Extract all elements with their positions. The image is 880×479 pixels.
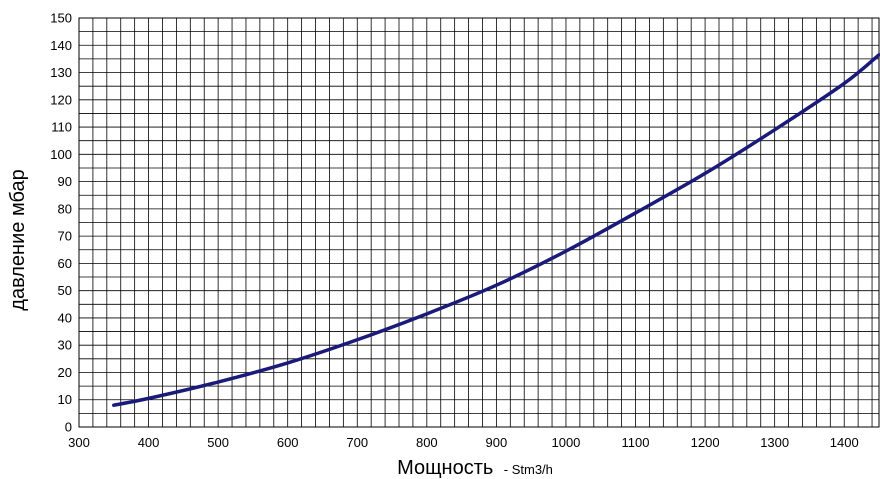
y-tick-label: 150 <box>50 11 72 26</box>
y-tick-label: 60 <box>58 256 72 271</box>
x-tick-label: 300 <box>68 435 90 450</box>
y-tick-label: 80 <box>58 201 72 216</box>
y-tick-label: 90 <box>58 174 72 189</box>
y-tick-label: 0 <box>65 420 72 435</box>
series-line-0 <box>112 53 880 407</box>
y-tick-label: 100 <box>50 147 72 162</box>
y-tick-label: 40 <box>58 310 72 325</box>
series-layer <box>112 53 880 407</box>
x-tick-label: 500 <box>207 435 229 450</box>
x-axis-label-main: Мощность <box>397 457 493 479</box>
y-tick-label: 10 <box>58 392 72 407</box>
x-tick-label: 1300 <box>760 435 789 450</box>
x-tick-label: 600 <box>277 435 299 450</box>
plot-frame <box>78 17 880 428</box>
y-tick-label: 70 <box>58 229 72 244</box>
y-tick-label: 130 <box>50 65 72 80</box>
x-tick-label: 900 <box>486 435 508 450</box>
x-axis-label: Мощность - Stm3/h <box>397 457 553 479</box>
x-tick-label: 1000 <box>551 435 580 450</box>
x-tick-labels: 300 400 500 600 700 800 900 1000 1100 1200 1300 140… <box>68 435 859 450</box>
y-tick-label: 110 <box>51 120 72 135</box>
y-axis-label: давление мбар <box>7 169 29 310</box>
x-tick-label: 1400 <box>830 435 859 450</box>
x-tick-label: 700 <box>346 435 368 450</box>
y-tick-label: 30 <box>58 338 72 353</box>
x-tick-label: 1200 <box>691 435 720 450</box>
y-tick-label: 20 <box>58 365 72 380</box>
y-tick-labels: 0 10 20 30 40 50 60 70 80 90 100 110 120 130 140 150 <box>50 11 72 435</box>
y-tick-label: 120 <box>50 92 72 107</box>
x-tick-label: 1100 <box>622 435 650 450</box>
x-axis-label-unit: - Stm3/h <box>504 462 553 477</box>
x-tick-label: 400 <box>138 435 160 450</box>
y-tick-label: 50 <box>58 283 72 298</box>
minor-grid <box>78 17 879 428</box>
x-tick-label: 800 <box>416 435 438 450</box>
y-tick-label: 140 <box>50 38 72 53</box>
